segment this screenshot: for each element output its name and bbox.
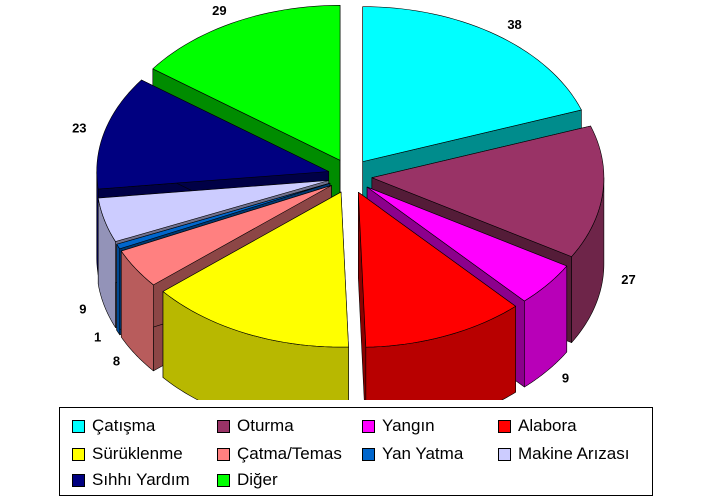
legend-item-makine-arizasi: Makine Arızası: [498, 444, 630, 464]
legend-swatch-yan-yatma: [362, 447, 375, 461]
legend-label-catisma: Çatışma: [92, 416, 156, 435]
legend-swatch-catma-temas: [217, 447, 230, 461]
legend-item-yangin: Yangın: [362, 416, 435, 436]
legend-swatch-suruklenme: [72, 447, 85, 461]
data-label-oturma: 27: [621, 272, 635, 287]
legend-item-diger: Diğer: [217, 470, 278, 490]
data-label-sihhi-yardim: 23: [72, 121, 86, 136]
legend-swatch-makine-arizasi: [498, 447, 511, 461]
legend-item-alabora: Alabora: [498, 416, 577, 436]
pie-chart: 3827922288192329: [72, 3, 636, 400]
legend-swatch-diger: [217, 473, 230, 487]
data-label-makine-arizasi: 9: [79, 301, 86, 316]
data-label-catisma: 38: [507, 17, 521, 32]
legend-swatch-catisma: [72, 419, 85, 433]
legend-label-yan-yatma: Yan Yatma: [382, 444, 464, 463]
pie-slice-alabora: [358, 191, 516, 400]
legend-label-yangin: Yangın: [382, 416, 435, 435]
legend: Çatışma Oturma Yangın Alabora Sürüklenme…: [59, 407, 653, 496]
legend-label-alabora: Alabora: [518, 416, 577, 435]
legend-item-sihhi-yardim: Sıhhı Yardım: [72, 470, 190, 490]
legend-item-yan-yatma: Yan Yatma: [362, 444, 463, 464]
legend-swatch-yangin: [362, 419, 375, 433]
legend-label-catma-temas: Çatma/Temas: [237, 444, 342, 463]
legend-label-oturma: Oturma: [237, 416, 294, 435]
legend-item-catisma: Çatışma: [72, 416, 155, 436]
legend-label-makine-arizasi: Makine Arızası: [518, 444, 630, 463]
legend-swatch-sihhi-yardim: [72, 473, 85, 487]
data-label-catma-temas: 8: [113, 353, 120, 368]
legend-item-suruklenme: Sürüklenme: [72, 444, 183, 464]
data-label-diger: 29: [212, 3, 226, 18]
legend-label-diger: Diğer: [237, 470, 278, 489]
legend-item-catma-temas: Çatma/Temas: [217, 444, 342, 464]
data-label-yangin: 9: [562, 370, 569, 385]
data-label-yan-yatma: 1: [94, 330, 101, 345]
legend-item-oturma: Oturma: [217, 416, 294, 436]
pie-slice-suruklenme: [162, 191, 349, 400]
legend-label-sihhi-yardim: Sıhhı Yardım: [92, 470, 190, 489]
legend-swatch-oturma: [217, 419, 230, 433]
legend-label-suruklenme: Sürüklenme: [92, 444, 183, 463]
legend-swatch-alabora: [498, 419, 511, 433]
